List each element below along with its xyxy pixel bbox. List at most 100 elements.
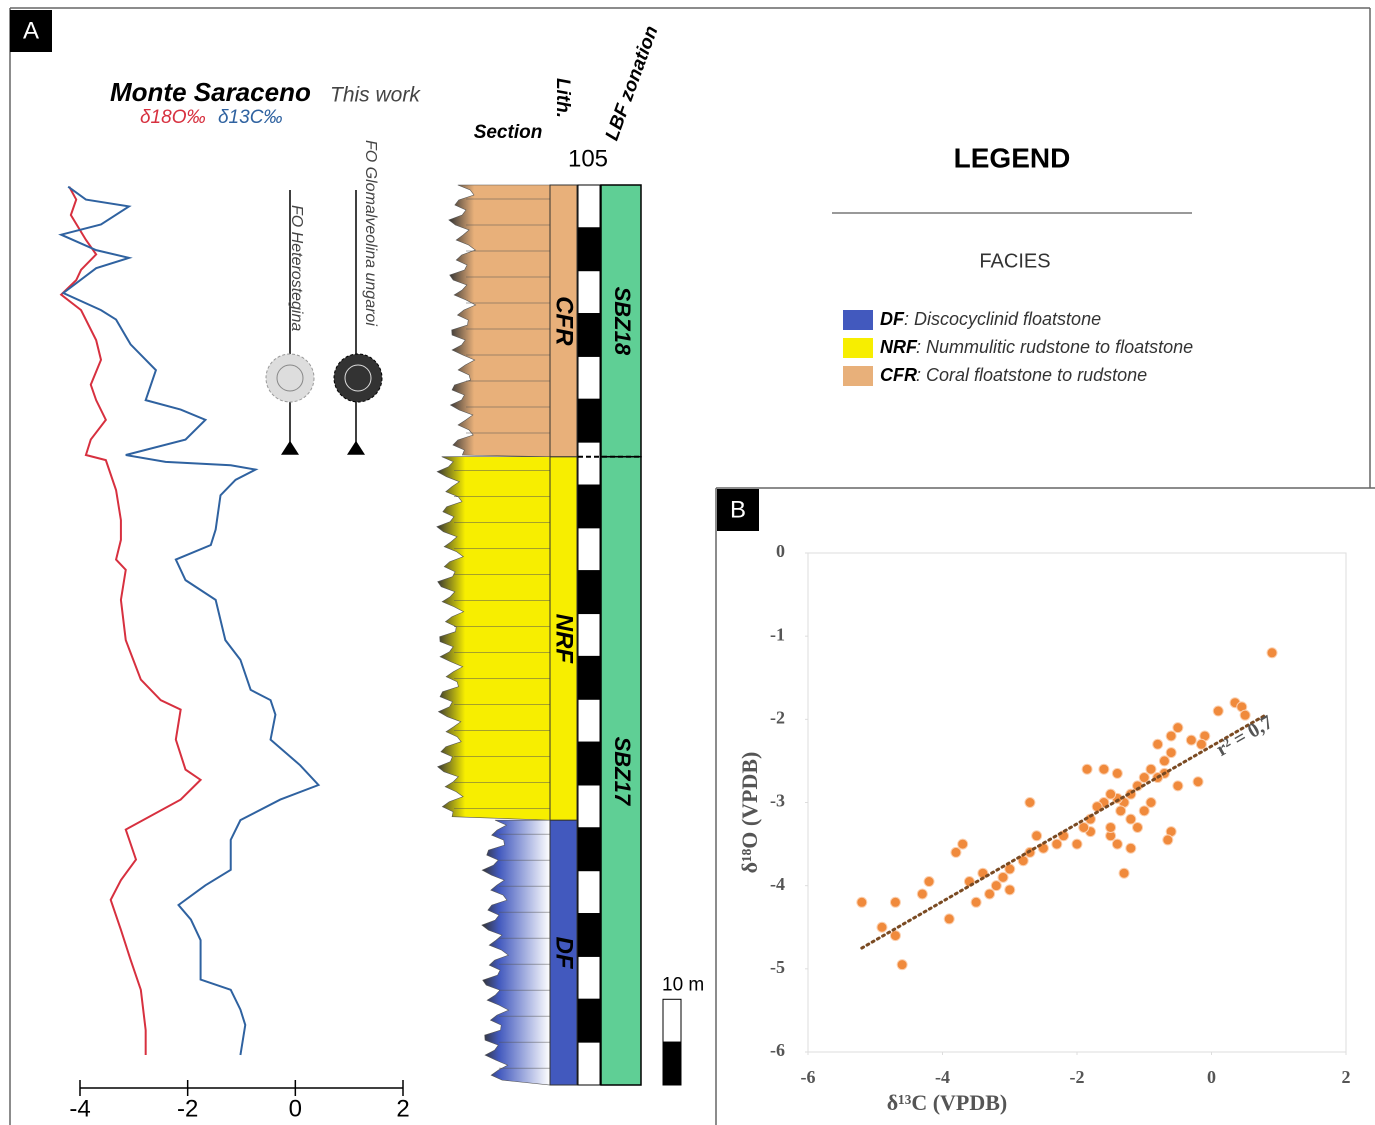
x-tick-label: -2 [1070, 1067, 1085, 1087]
zone-label: SBZ18 [610, 287, 635, 356]
scatter-point [1112, 768, 1122, 778]
scatter-point [1173, 723, 1183, 733]
y-tick-label: -1 [770, 624, 785, 644]
scatter-point [1099, 764, 1109, 774]
scatter-point [1146, 798, 1156, 808]
top-depth-label: 105 [568, 145, 608, 172]
scatter-point [1126, 814, 1136, 824]
scatter-point [877, 922, 887, 932]
checker [578, 228, 600, 271]
column-header: LBF zonation [602, 23, 663, 143]
y-tick-label: -6 [770, 1040, 785, 1060]
scatter-point [1112, 839, 1122, 849]
scatter-point [944, 914, 954, 924]
scatter-point [1213, 706, 1223, 716]
fossil-icon [334, 354, 382, 402]
checker [578, 742, 600, 785]
x-tick-label: -2 [177, 1095, 198, 1122]
checker [578, 828, 600, 871]
marker-triangle [281, 441, 299, 455]
legend-swatch [843, 338, 873, 358]
scatter-point [1146, 764, 1156, 774]
legend-desc: : Nummulitic rudstone to floatstone [916, 337, 1193, 357]
scatter-point [890, 931, 900, 941]
scatter-point [1240, 710, 1250, 720]
legend-title: LEGEND [954, 142, 1071, 173]
plot-area [808, 553, 1346, 1052]
scatter-point [897, 960, 907, 970]
fossil-icon [266, 354, 314, 402]
checker [578, 956, 600, 999]
scatter-point [1025, 798, 1035, 808]
legend-entry: δ13C‰ [218, 107, 282, 128]
checker [578, 528, 600, 571]
lith-label: NRF [551, 614, 578, 665]
scatter-point [1133, 822, 1143, 832]
x-tick-label: -6 [801, 1067, 816, 1087]
checker [578, 914, 600, 957]
checker [578, 442, 600, 485]
scatter-point [958, 839, 968, 849]
scatter-point [1186, 735, 1196, 745]
checker [578, 271, 600, 314]
scatter-point [924, 877, 934, 887]
legend-code: NRF [880, 337, 918, 357]
legend-swatch [843, 310, 873, 330]
x-tick-label: 2 [396, 1095, 409, 1122]
scatter-point [951, 847, 961, 857]
panel-label: B [730, 496, 746, 523]
marker-triangle [347, 441, 365, 455]
scatter-point [1126, 843, 1136, 853]
checker [578, 614, 600, 657]
scatter-point [1166, 748, 1176, 758]
legend-swatch [843, 366, 873, 386]
scatter-point [971, 897, 981, 907]
scatter-point [1106, 822, 1116, 832]
scale-bar [663, 999, 681, 1042]
y-tick-label: -4 [770, 874, 785, 894]
y-tick-label: -5 [770, 957, 785, 977]
column-header: Lith. [552, 78, 573, 118]
scatter-point [985, 889, 995, 899]
marker-label: FO Glomalveolina ungaroi [362, 140, 379, 326]
checker [578, 356, 600, 399]
scatter-point [1139, 806, 1149, 816]
subtitle: This work [330, 84, 421, 107]
scatter-point [1163, 835, 1173, 845]
trendline [862, 715, 1266, 948]
panel-label: A [23, 17, 39, 44]
y-tick-label: -3 [770, 791, 785, 811]
scale-label: 10 m [662, 974, 704, 995]
scatter-point [1052, 839, 1062, 849]
scatter-point [1005, 885, 1015, 895]
scatter-point [1119, 868, 1129, 878]
x-tick-label: -4 [69, 1095, 90, 1122]
scatter-point [1173, 781, 1183, 791]
section-profile [449, 185, 550, 457]
scatter-point [1082, 764, 1092, 774]
legend-desc: : Discocyclinid floatstone [904, 309, 1101, 329]
scatter-point [1193, 777, 1203, 787]
isotope-curve [61, 187, 318, 1055]
section-profile [437, 457, 550, 820]
frame [10, 8, 1375, 1125]
checker [578, 185, 600, 228]
checker [578, 1042, 600, 1085]
legend-code: CFR [880, 365, 917, 385]
checker [578, 485, 600, 528]
x-tick-label: 0 [289, 1095, 302, 1122]
zone-label: SBZ17 [610, 737, 635, 807]
scatter-point [1196, 739, 1206, 749]
section-profile [482, 820, 550, 1085]
scatter-point [1267, 648, 1277, 658]
legend-entry: δ18O‰ [140, 107, 205, 128]
scatter-point [1005, 864, 1015, 874]
scatter-point [1153, 739, 1163, 749]
x-tick-label: 2 [1342, 1067, 1351, 1087]
isotope-curve [61, 187, 200, 1055]
x-tick-label: -4 [935, 1067, 950, 1087]
legend-desc: : Coral floatstone to rudstone [916, 365, 1147, 385]
scatter-point [998, 872, 1008, 882]
x-axis-title: δ¹³C (VPDB) [887, 1090, 1008, 1115]
checker [578, 999, 600, 1042]
